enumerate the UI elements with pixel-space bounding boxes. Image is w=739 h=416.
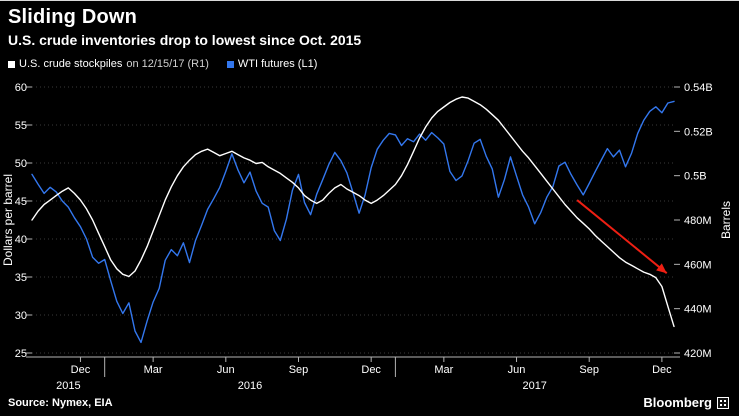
bloomberg-wordmark: Bloomberg [643,395,712,410]
legend-detail: on 12/15/17 (R1) [126,58,209,70]
legend-item-wti-futures[interactable]: WTI futures (L1) [226,58,318,70]
x-axis-tick-label: Dec [71,364,91,376]
decline-arrow [576,199,668,274]
year-label: 2017 [522,380,546,392]
x-axis-tick-label: Jun [217,364,235,376]
left-axis-title: Dollars per barrel [1,174,15,266]
page-title: Sliding Down [8,6,138,28]
year-label: 2016 [238,380,262,392]
year-label: 2015 [56,380,80,392]
legend-label: WTI futures (L1) [237,58,318,70]
right-axis-tick-label: 0.5B [684,171,707,183]
legend-item-crude-stockpiles[interactable]: U.S. crude stockpiles on 12/15/17 (R1) [8,58,209,70]
bloomberg-logo: Bloomberg [643,395,729,410]
right-axis-tick-label: 440M [684,304,712,316]
left-axis-tick-label: 55 [15,120,27,132]
source-note: Source: Nymex, EIA [8,397,113,409]
bloomberg-terminal-icon [717,396,729,409]
left-axis-tick-label: 45 [15,196,27,208]
page-subtitle: U.S. crude inventories drop to lowest si… [8,32,362,48]
wti-futures-line [31,100,675,344]
left-axis-tick-label: 40 [15,234,27,246]
legend: U.S. crude stockpiles on 12/15/17 (R1) W… [8,58,317,70]
right-axis-tick-label: 420M [684,348,712,360]
left-axis-tick-label: 25 [15,348,27,360]
crude-stockpiles-swatch-icon [8,60,15,68]
left-axis-tick-label: 60 [15,82,27,94]
x-axis-tick-label: Jun [508,364,526,376]
left-axis-tick-label: 30 [15,310,27,322]
right-axis-tick-label: 480M [684,215,712,227]
wti-futures-swatch-icon [226,60,234,68]
x-axis-tick-label: Mar [144,364,163,376]
x-axis-tick-label: Sep [579,364,599,376]
right-axis-tick-label: 0.54B [684,82,713,94]
right-axis-tick-label: 460M [684,259,712,271]
left-axis-tick-label: 50 [15,158,27,170]
x-axis-tick-label: Dec [361,364,381,376]
crude-stockpiles-line [31,96,675,328]
x-axis-tick-label: Dec [652,364,672,376]
decline-arrow-head [656,263,667,274]
x-axis-tick-label: Mar [434,364,453,376]
left-axis-tick-label: 35 [15,272,27,284]
right-axis-title: Barrels [719,201,733,239]
legend-label: U.S. crude stockpiles [19,58,123,70]
right-axis-tick-label: 0.52B [684,126,713,138]
x-axis-tick-label: Sep [289,364,309,376]
